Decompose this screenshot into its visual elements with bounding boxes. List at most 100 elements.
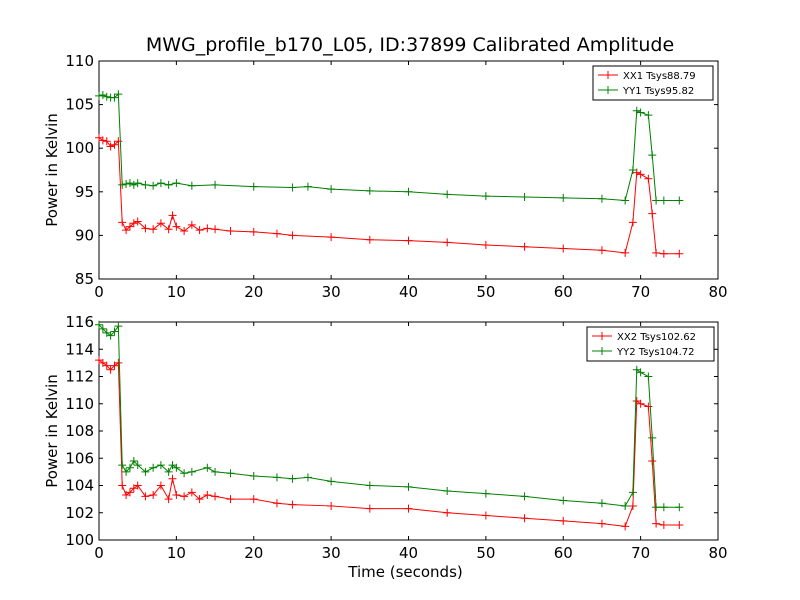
data-point [149,491,158,500]
y-tick-label: 95 [75,183,94,201]
data-point [156,179,165,188]
data-point [481,511,490,520]
data-point [226,469,235,478]
y-tick-label: 85 [75,270,94,288]
data-point [481,240,490,249]
data-point [102,137,111,146]
data-point [164,180,173,189]
data-point [211,492,220,501]
data-point [118,218,127,227]
data-point [133,179,142,188]
data-point [98,91,107,100]
data-point [172,463,181,472]
x-tick-label: 80 [708,283,727,301]
chart-title: MWG_profile_b170_L05, ID:37899 Calibrate… [145,34,675,56]
data-point [95,91,103,100]
x-tick-label: 70 [631,544,650,562]
data-point [141,224,150,233]
data-point [156,481,165,490]
x-tick-label: 70 [631,283,650,301]
data-point [404,504,413,513]
legend-label: YY1 Tsys95.82 [622,86,694,97]
bottom-panel: 0 10 20 30 40 50 60 70 80 100 102 104 106 108 110 112 11… [43,313,728,581]
data-point [203,224,212,233]
data-point [636,170,645,179]
data-point [675,249,684,258]
data-point [211,467,220,476]
data-point [172,491,181,500]
data-point [125,488,134,497]
data-point [648,433,657,442]
data-point [652,503,661,512]
data-point [249,471,258,480]
data-point [156,461,165,470]
data-point [249,495,258,504]
x-tick-label: 60 [554,544,573,562]
data-point [164,495,173,504]
y-tick-label: 116 [65,313,94,331]
data-point [648,209,657,218]
x-tick-label: 30 [322,544,341,562]
data-point [443,508,452,517]
x-tick-label: 20 [244,283,263,301]
data-point [520,193,529,202]
data-point [118,481,127,490]
data-point [180,469,189,478]
data-point [110,93,119,102]
data-point [443,486,452,495]
data-point [172,222,181,231]
data-point [118,461,127,470]
data-point [133,481,142,490]
data-point [110,140,119,149]
x-tick-label: 30 [322,283,341,301]
x-tick-label: 10 [167,544,186,562]
data-point [644,174,653,183]
x-tick-label: 10 [167,283,186,301]
data-point [303,473,312,482]
top-panel: 0 10 20 30 40 50 60 70 80 85 90 95 100 105 110 Power in… [43,52,728,301]
data-point [114,90,123,99]
data-point [404,236,413,245]
data-point [168,211,177,220]
data-point [156,219,165,228]
data-point [164,467,173,476]
legend-label: XX1 Tsys88.79 [623,71,696,82]
data-point [559,516,568,525]
x-axis-label: Time (seconds) [347,563,463,581]
data-point [327,501,336,510]
data-point [125,463,134,472]
data-point [98,324,107,333]
data-point [659,521,668,530]
legend-marker [598,332,606,340]
data-point [102,92,111,101]
data-point [481,489,490,498]
legend-marker [598,347,606,355]
data-point [114,322,123,331]
data-point [211,225,220,234]
data-point [149,225,158,234]
data-point [597,519,606,528]
data-point [327,185,336,194]
data-point [628,501,637,510]
data-point [118,180,127,189]
data-point [122,467,131,476]
y-tick-label: 105 [65,96,94,114]
data-point [106,331,115,340]
data-point [628,488,637,497]
data-point [211,180,220,189]
data-point [272,473,281,482]
data-point [644,372,653,381]
x-tick-label: 40 [399,544,418,562]
data-point [149,181,158,190]
data-point [365,235,374,244]
data-point [195,495,204,504]
data-point [621,196,630,205]
data-point [288,183,297,192]
data-point [621,522,630,531]
data-point [636,108,645,117]
data-point [652,196,661,205]
data-point [520,514,529,523]
data-point [288,231,297,240]
data-point [125,179,134,188]
